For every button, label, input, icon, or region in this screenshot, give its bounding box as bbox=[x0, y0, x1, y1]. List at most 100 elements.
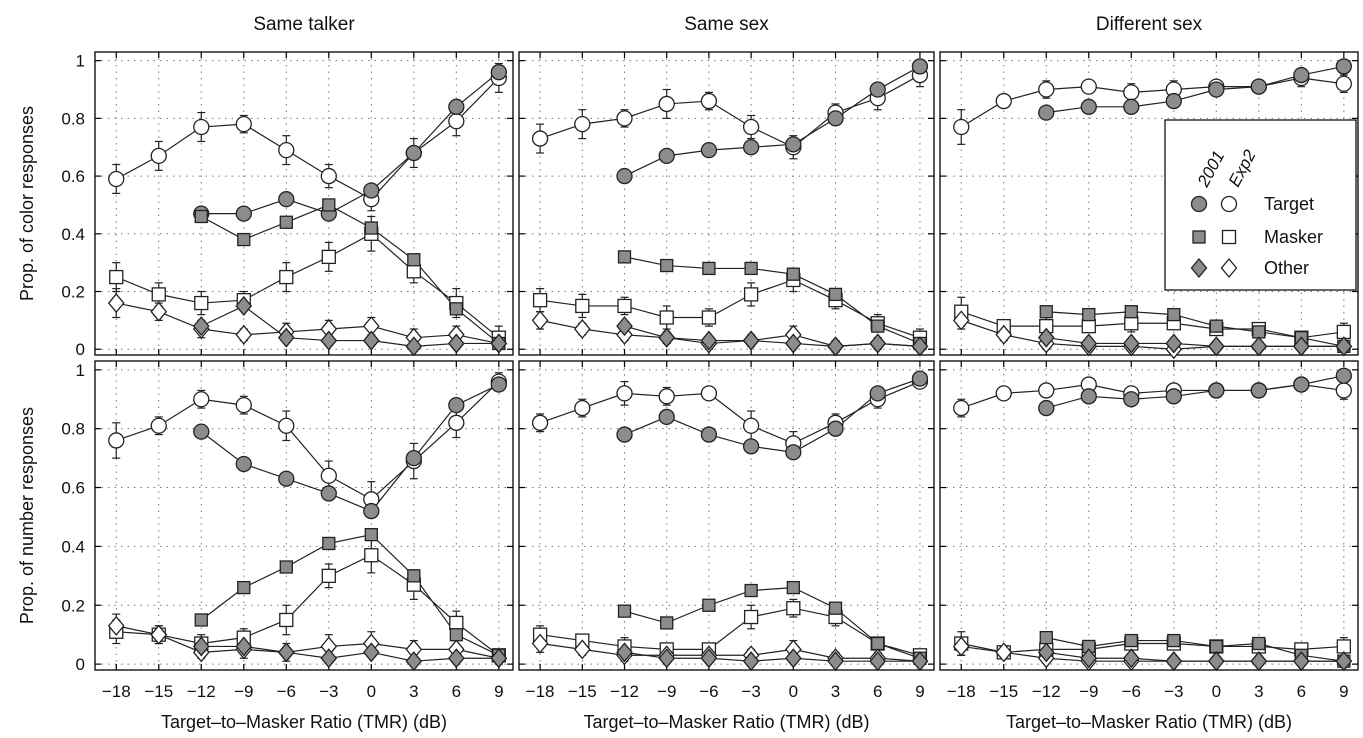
data-point bbox=[150, 624, 168, 645]
data-point bbox=[658, 95, 675, 113]
data-point bbox=[235, 396, 252, 414]
data-point bbox=[786, 601, 801, 616]
y-tick-label: 0.6 bbox=[61, 479, 85, 498]
data-point bbox=[364, 221, 378, 235]
data-point bbox=[658, 388, 675, 405]
data-point bbox=[407, 253, 421, 267]
data-point bbox=[1252, 636, 1266, 651]
panel-frame bbox=[94, 360, 514, 671]
data-point bbox=[237, 580, 251, 595]
x-tick-label: −18 bbox=[526, 682, 555, 701]
data-point bbox=[193, 118, 210, 136]
data-point bbox=[1081, 318, 1096, 334]
y-tick-label: 0.2 bbox=[61, 596, 85, 615]
data-point bbox=[278, 191, 295, 208]
y-tick-label: 1 bbox=[76, 361, 85, 380]
data-point bbox=[279, 612, 294, 628]
data-point bbox=[911, 336, 929, 357]
x-tick-label: 6 bbox=[1297, 682, 1306, 701]
data-point bbox=[617, 604, 632, 618]
data-point bbox=[151, 287, 166, 302]
data-point bbox=[531, 130, 549, 147]
data-point bbox=[911, 370, 929, 387]
data-point bbox=[406, 264, 421, 279]
data-point bbox=[995, 92, 1012, 110]
data-point bbox=[1038, 399, 1055, 417]
panel-frame bbox=[518, 51, 935, 356]
data-point bbox=[828, 601, 843, 615]
data-point bbox=[1080, 78, 1097, 95]
data-point bbox=[322, 536, 336, 551]
data-point bbox=[1209, 639, 1223, 654]
data-point bbox=[235, 115, 252, 133]
data-point bbox=[235, 455, 252, 473]
data-point bbox=[1038, 104, 1055, 121]
data-point bbox=[616, 642, 633, 663]
data-point bbox=[1124, 316, 1139, 331]
data-point bbox=[194, 613, 208, 627]
data-point bbox=[532, 293, 548, 308]
data-point bbox=[150, 417, 167, 434]
data-point bbox=[1122, 333, 1140, 354]
data-point bbox=[1335, 75, 1352, 92]
x-tick-label: 3 bbox=[831, 682, 840, 701]
y-tick-label: 0.6 bbox=[61, 167, 85, 186]
data-point bbox=[574, 399, 591, 417]
data-point bbox=[490, 64, 507, 81]
data-point bbox=[742, 438, 760, 455]
data-point bbox=[1165, 333, 1183, 354]
data-point bbox=[278, 417, 295, 434]
data-point bbox=[658, 648, 676, 669]
data-point bbox=[1037, 642, 1055, 663]
data-point bbox=[1250, 651, 1268, 672]
data-point bbox=[953, 118, 970, 136]
data-point bbox=[405, 144, 422, 162]
x-tick-label: 0 bbox=[789, 682, 798, 701]
data-point bbox=[1335, 336, 1353, 357]
panel-frame bbox=[518, 360, 935, 671]
x-tick-label: 6 bbox=[452, 682, 461, 701]
x-tick-label: −18 bbox=[102, 682, 131, 701]
data-point bbox=[702, 261, 716, 276]
data-point bbox=[784, 648, 802, 669]
data-point bbox=[322, 198, 336, 212]
data-point bbox=[405, 651, 423, 672]
data-point bbox=[700, 385, 718, 402]
data-point bbox=[1208, 81, 1225, 98]
panel-frame bbox=[94, 51, 514, 356]
data-point bbox=[700, 648, 718, 669]
data-point bbox=[490, 648, 508, 669]
data-point bbox=[742, 330, 760, 351]
data-point bbox=[616, 426, 633, 443]
x-tick-label: 9 bbox=[494, 682, 503, 701]
data-point bbox=[531, 310, 549, 331]
x-tick-label: 3 bbox=[409, 682, 418, 701]
data-point bbox=[320, 330, 338, 351]
data-point bbox=[1293, 376, 1310, 393]
data-point bbox=[785, 136, 802, 153]
x-tick-label: −6 bbox=[277, 682, 296, 701]
data-point bbox=[237, 232, 251, 247]
data-point bbox=[1335, 382, 1352, 399]
panel-title: Different sex bbox=[1096, 14, 1203, 35]
data-point bbox=[743, 609, 759, 625]
data-point bbox=[448, 414, 465, 431]
data-point bbox=[1167, 633, 1181, 648]
series-line bbox=[960, 77, 1344, 128]
data-point bbox=[1038, 382, 1055, 399]
data-point bbox=[531, 633, 549, 654]
data-point bbox=[1208, 382, 1225, 399]
data-point bbox=[995, 642, 1013, 663]
x-tick-label: −3 bbox=[319, 682, 338, 701]
data-point bbox=[321, 249, 336, 265]
y-tick-label: 0.8 bbox=[61, 420, 85, 439]
data-point bbox=[363, 182, 380, 199]
data-point bbox=[448, 113, 465, 130]
data-point bbox=[235, 205, 252, 222]
data-point bbox=[659, 310, 674, 325]
data-point bbox=[193, 391, 210, 408]
data-point bbox=[1080, 333, 1098, 354]
data-point bbox=[405, 336, 423, 357]
x-tick-label: 6 bbox=[873, 682, 882, 701]
series-line bbox=[540, 279, 921, 339]
